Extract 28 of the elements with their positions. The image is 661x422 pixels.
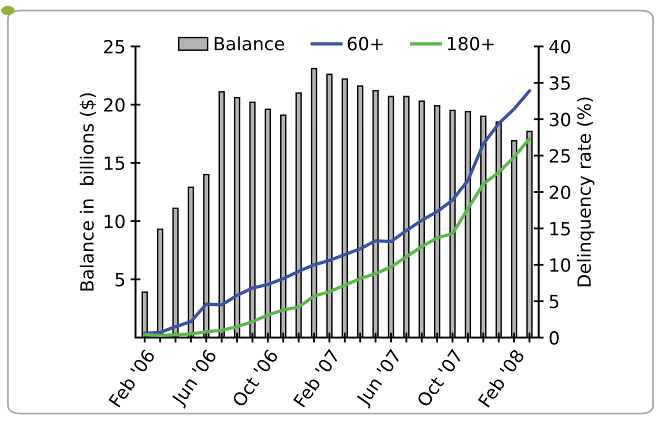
x-tick-label: Oct '07 bbox=[416, 348, 464, 408]
x-tick-label: Feb '08 bbox=[477, 348, 525, 408]
x-tick-label: Feb '06 bbox=[108, 348, 156, 408]
x-tick-label: Oct '06 bbox=[231, 348, 279, 408]
x-tick-label: Jun '06 bbox=[170, 348, 220, 409]
y2-tick-label: 30 bbox=[550, 112, 570, 126]
y2-tick-label: 20 bbox=[550, 185, 570, 200]
x-tick-label: Jun '07 bbox=[355, 348, 404, 409]
y2-tick-label: 40 bbox=[549, 40, 570, 54]
y-tick-label: 15 bbox=[104, 156, 124, 170]
y2-tick-label: 10 bbox=[550, 258, 570, 272]
legend-label: Balance bbox=[214, 36, 284, 50]
y2-tick-label: 25 bbox=[550, 149, 570, 163]
legend-label: 180+ bbox=[448, 36, 494, 50]
y2-axis-title: Delinquency rate (%) bbox=[576, 98, 594, 286]
y2-tick-label: 35 bbox=[550, 76, 570, 90]
line-series bbox=[143, 137, 532, 338]
y-tick-label: 5 bbox=[116, 273, 124, 286]
y2-tick-label: 0 bbox=[550, 331, 559, 345]
y-axis-title: Balance in billions ($) bbox=[80, 93, 96, 290]
y2-tick-label: 15 bbox=[550, 222, 570, 236]
y-tick-label: 10 bbox=[104, 214, 125, 228]
line-series bbox=[143, 89, 532, 335]
y2-tick-label: 5 bbox=[550, 294, 558, 308]
y-tick-label: 25 bbox=[104, 40, 124, 54]
x-tick-label: Feb '07 bbox=[292, 348, 340, 408]
legend-label: 60+ bbox=[348, 36, 383, 50]
y-tick-label: 20 bbox=[104, 98, 125, 112]
